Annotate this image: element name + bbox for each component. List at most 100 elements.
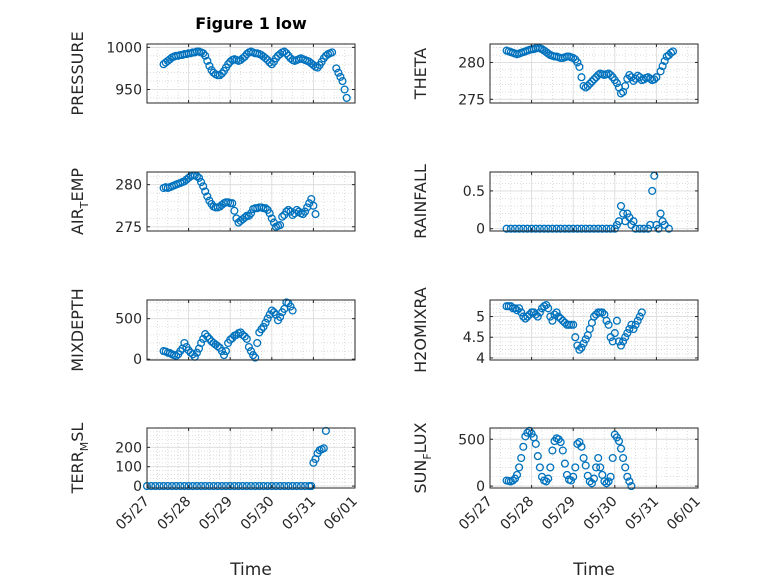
y-axis-label: SUNFLUX <box>411 422 434 493</box>
panel-8: 0 500 05/27 05/28 05/29 05/30 05/31 06/01 SUNFLU… <box>411 422 704 533</box>
data-point <box>548 224 557 233</box>
axes-box <box>489 43 699 104</box>
data-point <box>664 224 673 233</box>
data-point <box>512 470 522 479</box>
data-point <box>184 346 193 355</box>
data-point <box>569 53 578 63</box>
data-point <box>535 224 544 233</box>
data-point <box>589 474 599 483</box>
data-point <box>556 224 565 233</box>
data-point <box>305 199 314 208</box>
data-point <box>569 472 578 481</box>
y-tick-label: 0.5 <box>463 184 485 200</box>
data-point <box>278 212 287 221</box>
data-point <box>219 351 229 360</box>
data-point <box>635 224 644 233</box>
data-point <box>249 351 258 360</box>
data-point <box>199 49 208 58</box>
data-point <box>550 310 559 319</box>
y-axis-label: PRESSURE <box>68 31 87 115</box>
data-point <box>639 224 648 233</box>
data-point <box>192 482 201 491</box>
y-tick-label: 0 <box>476 479 485 495</box>
data-point <box>521 314 530 323</box>
data-point <box>627 482 636 491</box>
data-point <box>336 72 345 81</box>
data-point <box>338 77 347 86</box>
data-point <box>629 324 638 334</box>
data-point <box>587 77 596 86</box>
data-point <box>332 64 341 73</box>
xlabel-right: Time <box>572 560 615 580</box>
data-point <box>188 350 197 359</box>
y-axis-label: AIRTEMP <box>68 168 91 235</box>
data-point <box>575 62 584 71</box>
data-point <box>167 482 177 491</box>
x-tick-label: 05/27 <box>113 494 153 534</box>
data-point <box>589 75 599 84</box>
data-point <box>221 347 231 356</box>
data-point <box>604 320 613 329</box>
data-point <box>199 182 208 191</box>
data-point <box>585 79 594 88</box>
data-point <box>592 463 601 472</box>
data-point <box>637 308 646 317</box>
data-point <box>616 444 626 453</box>
data-point <box>656 209 665 218</box>
data-point <box>159 482 168 491</box>
data-point <box>587 479 596 488</box>
data-point <box>201 330 210 339</box>
data-point <box>631 224 640 233</box>
data-point <box>319 54 328 63</box>
data-point <box>205 61 214 70</box>
data-point <box>577 442 586 451</box>
x-tick-label: 06/01 <box>664 494 704 534</box>
data-point <box>621 81 630 91</box>
data-point <box>201 187 210 196</box>
data-point <box>263 482 272 491</box>
data-point <box>523 428 532 437</box>
data-point <box>531 224 540 233</box>
y-tick-label: 500 <box>458 432 485 448</box>
data-point <box>240 332 249 341</box>
data-point <box>201 51 210 60</box>
data-point <box>571 333 580 342</box>
data-point <box>180 482 189 491</box>
data-point <box>606 472 615 481</box>
panel-6: 4 4.5 5 H2OMIXRA <box>411 287 699 373</box>
axes-box <box>489 171 699 232</box>
data-point <box>633 71 642 80</box>
data-point <box>512 306 522 315</box>
y-tick-label: 5 <box>476 310 485 326</box>
data-point <box>226 482 235 491</box>
data-point <box>552 224 561 233</box>
y-tick-label: 0 <box>133 479 142 495</box>
y-axis-label: MIXDEPTH <box>68 288 87 371</box>
y-tick-label: 275 <box>458 92 485 108</box>
data-point <box>552 308 561 317</box>
data-point <box>267 306 276 315</box>
data-point <box>251 353 260 362</box>
data-point <box>579 453 588 463</box>
y-tick-label: 0 <box>476 222 485 238</box>
data-point <box>540 224 549 233</box>
data-point <box>230 482 239 491</box>
panel-1: 950 1000 PRESSURE <box>68 31 356 116</box>
data-point <box>533 312 542 321</box>
data-point <box>236 328 245 337</box>
data-point <box>267 482 276 491</box>
data-point <box>573 58 582 67</box>
data-point <box>602 224 611 233</box>
data-point <box>284 51 293 60</box>
data-point <box>517 308 526 317</box>
data-point <box>238 330 247 339</box>
data-point <box>510 224 520 233</box>
data-point <box>594 453 603 463</box>
data-point <box>197 178 206 187</box>
data-point <box>602 316 611 325</box>
panel-4: 0 0.5 RAINFALL <box>411 164 699 239</box>
data-point <box>217 482 226 491</box>
axes-box <box>146 427 356 489</box>
figure-title: Figure 1 low <box>195 14 307 33</box>
data-point <box>654 224 663 233</box>
